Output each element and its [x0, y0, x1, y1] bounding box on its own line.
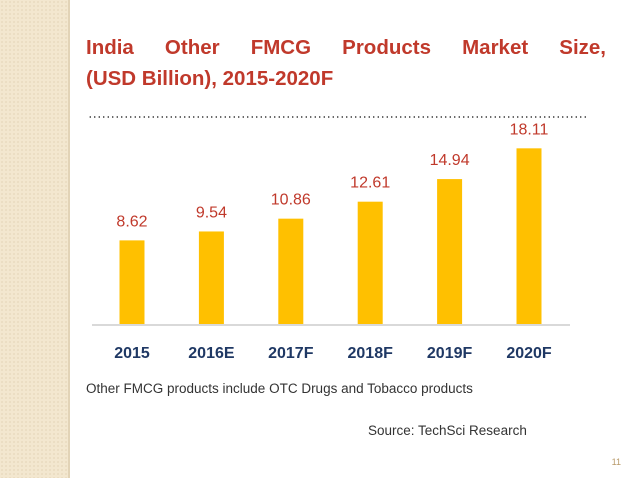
data-label: 12.61	[350, 175, 390, 192]
dotted-divider	[88, 115, 588, 119]
slide-title: India Other FMCG Products Market Size, (…	[86, 32, 606, 94]
source-citation: Source: TechSci Research	[368, 423, 527, 438]
bar-2015	[119, 240, 145, 324]
bar-2020f	[516, 148, 542, 324]
slide-title-line-1: India Other FMCG Products Market Size,	[86, 36, 606, 59]
slide-title-line-2: (USD Billion), 2015-2020F	[86, 67, 334, 90]
category-tick-label: 2016E	[188, 345, 235, 362]
category-tick-label: 2015	[114, 345, 150, 362]
category-tick-label: 2018F	[348, 345, 394, 362]
side-strip-edge	[68, 0, 70, 478]
category-tick-label: 2017F	[268, 345, 314, 362]
decorative-side-strip	[0, 0, 68, 478]
bar-2017f	[278, 218, 304, 324]
bar-2019f	[437, 179, 463, 324]
data-label: 8.62	[116, 213, 147, 230]
data-label: 9.54	[196, 204, 227, 221]
bar-2018f	[357, 201, 383, 324]
category-tick-label: 2019F	[427, 345, 473, 362]
chart-note: Other FMCG products include OTC Drugs an…	[86, 381, 473, 396]
data-label: 14.94	[430, 152, 470, 169]
data-label: 10.86	[271, 192, 311, 209]
data-label: 18.11	[510, 121, 549, 138]
page-number: 11	[611, 457, 621, 467]
category-tick-label: 2020F	[506, 345, 552, 362]
bar-2016e	[198, 231, 224, 324]
